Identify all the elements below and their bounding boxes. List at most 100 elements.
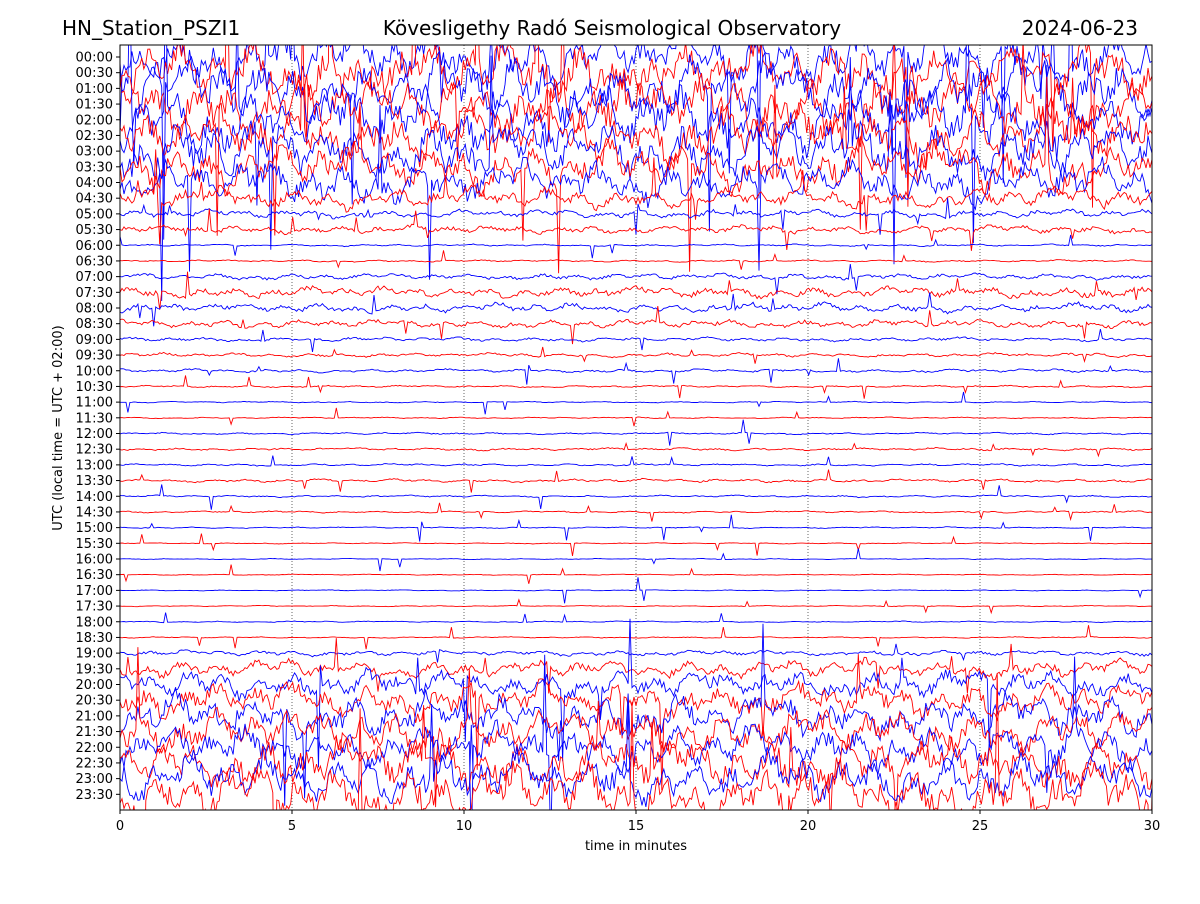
y-tick-label: 07:00 [76,270,113,285]
y-tick-label: 04:30 [76,192,113,207]
trace-row [120,647,1152,808]
y-tick-label: 03:00 [76,145,113,160]
x-axis-ticks: 0 5 10 15 20 25 30 [116,810,1160,834]
observatory-title: Kövesligethy Radó Seismological Observat… [383,16,841,40]
trace-row [120,329,1152,352]
y-tick-label: 11:30 [76,411,113,426]
trace-row [120,618,1152,768]
y-tick-label: 17:00 [76,584,113,599]
trace-row [120,612,1152,624]
x-tick-label: 15 [628,819,645,834]
y-tick-label: 15:00 [76,521,113,536]
trace-row [120,705,1152,810]
trace-row [120,346,1152,364]
y-tick-label: 10:00 [76,364,113,379]
y-tick-label: 21:30 [76,725,113,740]
y-tick-label: 14:00 [76,490,113,505]
y-tick-label: 09:30 [76,349,113,364]
trace-row [120,625,1152,650]
y-tick-label: 12:00 [76,427,113,442]
seismic-traces [120,45,1152,810]
y-tick-label: 19:30 [76,662,113,677]
y-tick-label: 08:30 [76,317,113,332]
trace-row [120,271,1152,310]
trace-row [120,45,1152,208]
x-tick-label: 20 [800,819,817,834]
y-tick-label: 19:00 [76,647,113,662]
x-tick-label: 10 [456,819,473,834]
trace-row [120,643,1152,663]
trace-row [120,654,1152,791]
trace-row [120,564,1152,584]
y-tick-label: 06:00 [76,239,113,254]
trace-row [120,250,1152,270]
trace-row [120,704,1152,807]
y-tick-label: 20:30 [76,694,113,709]
y-tick-label: 22:00 [76,741,113,756]
y-tick-label: 02:00 [76,113,113,128]
y-tick-label: 03:30 [76,160,113,175]
y-tick-label: 17:30 [76,600,113,615]
y-tick-label: 00:00 [76,51,113,66]
y-tick-label: 05:00 [76,207,113,222]
y-tick-label: 11:00 [76,396,113,411]
x-tick-label: 0 [116,819,124,834]
trace-row [120,442,1152,458]
y-tick-label: 02:30 [76,129,113,144]
trace-row [120,263,1152,295]
y-tick-label: 14:30 [76,505,113,520]
trace-row [120,533,1152,556]
y-tick-label: 01:30 [76,98,113,113]
trace-row [120,638,1152,694]
y-tick-label: 00:30 [76,66,113,81]
trace-row [120,502,1152,522]
y-tick-label: 06:30 [76,254,113,269]
trace-row [120,673,1152,810]
trace-row [120,292,1152,327]
y-axis-ticks: 00:0000:3001:0001:3002:0002:3003:0003:30… [76,51,120,803]
y-tick-label: 04:00 [76,176,113,191]
y-axis-label: UTC (local time = UTC + 02:00) [51,325,66,530]
trace-row [120,45,1152,199]
y-tick-label: 23:00 [76,772,113,787]
x-axis-label: time in minutes [585,839,687,854]
trace-row [120,306,1152,345]
y-tick-label: 10:30 [76,380,113,395]
trace-row [120,391,1152,415]
trace-row [120,514,1152,542]
y-tick-label: 13:30 [76,474,113,489]
trace-row [120,234,1152,259]
trace-row [120,45,1152,230]
trace-row [120,375,1152,399]
y-tick-label: 18:30 [76,631,113,646]
trace-row [120,407,1152,427]
station-title: HN_Station_PSZI1 [62,16,240,40]
trace-row [120,623,1152,806]
y-tick-label: 22:30 [76,756,113,771]
y-tick-label: 18:00 [76,615,113,630]
y-tick-label: 13:00 [76,458,113,473]
trace-row [120,455,1152,467]
trace-row [120,208,1152,251]
trace-row [120,358,1152,385]
trace-row [120,469,1152,493]
trace-row [120,198,1152,235]
trace-row [120,484,1152,510]
y-tick-label: 21:00 [76,709,113,724]
y-tick-label: 15:30 [76,537,113,552]
trace-row [120,598,1152,615]
y-tick-label: 20:00 [76,678,113,693]
trace-row [120,149,1152,245]
trace-row [120,45,1152,240]
trace-row [120,45,1152,236]
trace-row [120,104,1152,280]
trace-row [120,45,1152,265]
x-tick-label: 5 [288,819,296,834]
y-tick-label: 12:30 [76,443,113,458]
x-tick-label: 25 [972,819,989,834]
y-tick-label: 07:30 [76,286,113,301]
x-tick-label: 30 [1144,819,1161,834]
y-tick-label: 16:00 [76,553,113,568]
